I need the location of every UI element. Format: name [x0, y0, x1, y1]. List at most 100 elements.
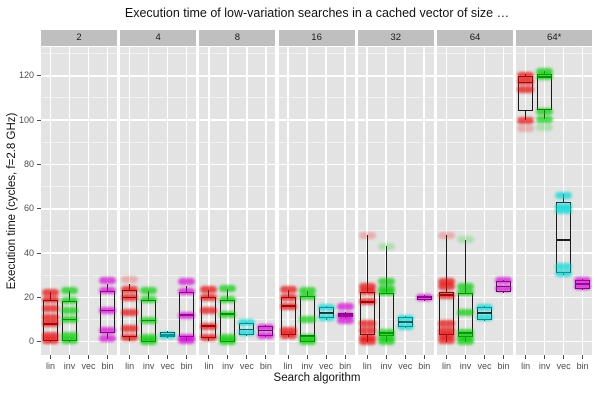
points-cluster-lin	[42, 320, 59, 328]
points-cluster-inv	[219, 338, 237, 346]
gridline-minor-90	[357, 141, 434, 143]
x-tick-mark-2-lin	[50, 355, 51, 359]
x-tick-label-32-inv: inv	[380, 361, 393, 371]
x-tick-mark-32-lin	[366, 355, 368, 359]
gridline-major-40	[41, 252, 117, 254]
panel-4	[120, 47, 197, 355]
gridline-major-120	[199, 75, 276, 77]
gridline-cat-vec	[325, 47, 327, 355]
x-tick-mark-64*-lin	[525, 355, 527, 359]
x-tick-label-64*-lin: lin	[521, 361, 531, 371]
x-tick-mark-16-lin	[287, 355, 289, 359]
gridline-major-20	[120, 296, 197, 299]
points-cluster-inv	[298, 338, 316, 346]
gridline-major-120	[437, 75, 513, 77]
points-cluster-inv	[61, 331, 78, 339]
gridline-cat-bin	[502, 47, 505, 355]
median-vec	[556, 238, 572, 241]
points-cluster-lin	[121, 309, 139, 317]
gridline-major-60	[516, 207, 593, 210]
x-tick-mark-4-inv	[148, 355, 150, 359]
whisker-upper-lin	[446, 235, 447, 292]
gridline-cat-vec	[166, 47, 169, 355]
gridline-minor-30	[199, 274, 276, 276]
points-cluster-bin	[178, 337, 196, 345]
outlier-faint-lin	[121, 276, 139, 284]
facet-strip-32: 32	[357, 30, 434, 46]
gridline-major-0	[357, 340, 434, 343]
gridline-major-80	[41, 163, 117, 166]
points-cluster-bin	[257, 323, 275, 331]
points-cluster-vec	[159, 331, 177, 339]
gridline-major-100	[41, 119, 117, 121]
gridline-minor-30	[120, 274, 197, 276]
points-cluster-vec	[396, 314, 414, 322]
gridline-cat-lin	[445, 47, 448, 355]
median-vec	[318, 312, 334, 314]
gridline-minor-70	[41, 186, 117, 188]
gridline-major-100	[357, 119, 434, 121]
gridline-minor-50	[437, 230, 513, 232]
gridline-minor-70	[516, 186, 593, 188]
points-cluster-inv	[536, 73, 554, 81]
gridline-minor-90	[199, 141, 276, 143]
gridline-major-100	[437, 119, 513, 121]
points-cluster-lin	[438, 320, 455, 328]
points-cluster-lin	[279, 327, 297, 335]
facet-strip-2: 2	[41, 30, 117, 46]
gridline-minor-70	[357, 186, 434, 188]
panel-2	[41, 47, 117, 355]
gridline-minor-110	[120, 97, 197, 99]
gridline-major-20	[278, 296, 355, 299]
points-cluster-inv	[298, 292, 316, 300]
points-cluster-inv	[536, 107, 554, 115]
gridline-major-0	[199, 340, 276, 343]
gridline-major-120	[278, 75, 355, 77]
gridline-major-0	[516, 340, 593, 343]
gridline-minor-30	[357, 274, 434, 276]
points-cluster-lin	[279, 286, 297, 294]
gridline-major-20	[41, 296, 117, 299]
points-cluster-vec	[555, 262, 573, 270]
gridline-major-40	[278, 252, 355, 254]
y-tick-mark-20	[37, 296, 41, 298]
x-tick-mark-64-bin	[503, 355, 504, 359]
points-cluster-bin	[336, 317, 354, 325]
panel-8	[199, 47, 276, 355]
gridline-minor-130	[357, 53, 434, 55]
x-tick-mark-4-vec	[167, 355, 169, 359]
x-tick-label-2-inv: inv	[63, 361, 76, 371]
gridline-cat-bin	[581, 47, 584, 355]
points-cluster-vec	[476, 313, 493, 321]
points-cluster-lin	[121, 333, 139, 341]
points-cluster-inv	[61, 307, 78, 315]
gridline-major-80	[120, 163, 197, 166]
points-cluster-lin	[200, 307, 218, 315]
gridline-major-60	[357, 207, 434, 210]
x-tick-label-32-lin: lin	[362, 361, 372, 371]
points-cluster-inv	[219, 310, 237, 318]
facet-strip-8: 8	[199, 30, 276, 46]
points-cluster-inv	[298, 287, 316, 295]
points-cluster-inv	[457, 333, 474, 341]
points-cluster-bin	[99, 287, 116, 295]
gridline-major-100	[516, 119, 593, 121]
gridline-minor-110	[357, 97, 434, 99]
gridline-minor-50	[278, 230, 355, 232]
whisker-upper-lin	[208, 289, 210, 298]
points-cluster-bin	[336, 311, 354, 319]
facet-strip-64: 64	[437, 30, 513, 46]
x-tick-label-8-vec: vec	[239, 361, 254, 371]
y-tick-mark-120	[37, 75, 41, 77]
gridline-cat-bin	[423, 47, 426, 355]
gridline-major-100	[278, 119, 355, 121]
x-tick-label-16-vec: vec	[319, 361, 334, 371]
points-cluster-lin	[121, 293, 139, 301]
gridline-major-120	[120, 75, 197, 77]
y-tick-mark-0	[37, 341, 41, 343]
x-tick-label-16-lin: lin	[283, 361, 293, 371]
y-tick-label-20: 20	[23, 291, 34, 302]
points-cluster-lin	[42, 296, 59, 304]
points-cluster-lin	[438, 331, 455, 339]
gridline-cat-vec	[87, 47, 90, 355]
